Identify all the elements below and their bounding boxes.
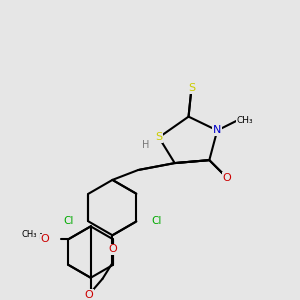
Text: CH₃: CH₃ bbox=[237, 116, 253, 125]
Text: O: O bbox=[223, 173, 232, 183]
Text: Cl: Cl bbox=[64, 216, 74, 226]
Text: S: S bbox=[155, 132, 163, 142]
Text: H: H bbox=[142, 140, 150, 150]
Text: S: S bbox=[188, 83, 195, 93]
Text: N: N bbox=[213, 125, 221, 136]
Text: CH₃: CH₃ bbox=[21, 230, 37, 239]
Text: Cl: Cl bbox=[151, 216, 161, 226]
Text: O: O bbox=[40, 234, 49, 244]
Text: O: O bbox=[108, 244, 117, 254]
Text: O: O bbox=[84, 290, 93, 300]
